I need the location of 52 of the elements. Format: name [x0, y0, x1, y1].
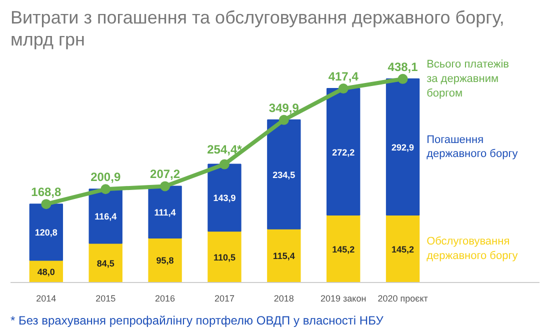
data-label: 95,8 — [156, 256, 174, 266]
bar — [208, 230, 242, 282]
point — [41, 199, 52, 210]
data-label: 116,4 — [94, 212, 117, 222]
bar — [386, 78, 420, 216]
bar — [148, 186, 182, 238]
bar — [267, 119, 301, 230]
bar — [88, 242, 122, 282]
data-label: 168,8 — [31, 185, 62, 200]
data-label: 48,0 — [37, 266, 55, 277]
series-label: Обслуговування державного боргу — [426, 236, 518, 262]
x-tick-label: 2019 закон — [320, 294, 366, 304]
bar — [148, 237, 182, 282]
data-label: 349,9 — [268, 100, 300, 115]
x-tick-label: 2016 — [155, 294, 176, 304]
data-label: 120,8 — [34, 228, 58, 238]
text: * Без врахування репрофайлінгу портфелю ОВДП у власності НБУ — [10, 314, 384, 328]
data-label: 143,9 — [213, 193, 236, 204]
data-label: 207,2 — [150, 167, 180, 182]
point — [338, 84, 348, 94]
bar — [386, 214, 420, 282]
data-label: 254,4* — [207, 142, 242, 156]
bar — [326, 214, 360, 282]
x-tick-label: 2018 — [274, 294, 294, 304]
data-label: 292,9 — [392, 142, 414, 152]
point — [160, 181, 170, 192]
text: Витрати з погашення та обслуговування державного боргу, млрд грн — [10, 8, 504, 50]
point — [398, 74, 408, 84]
bar — [29, 204, 64, 261]
data-label: 234,5 — [272, 170, 296, 180]
data-label: 145,2 — [392, 244, 414, 254]
x-tick-label: 2015 — [96, 294, 116, 304]
data-label: 110,5 — [213, 252, 236, 262]
data-label: 417,4 — [328, 70, 359, 84]
point — [100, 184, 111, 194]
data-label: 438,1 — [388, 60, 418, 74]
data-label: 84,5 — [96, 258, 114, 268]
bar — [267, 228, 301, 282]
data-label: 272,2 — [332, 147, 355, 158]
x-tick-label: 2014 — [36, 294, 56, 304]
series-label: Погашення державного боргу — [426, 134, 518, 160]
x-tick-label: 2020 проєкт — [378, 294, 428, 304]
data-label: 111,4 — [154, 208, 176, 218]
point — [278, 114, 289, 125]
data-label: 145,2 — [332, 244, 355, 254]
data-label: 200,9 — [90, 170, 121, 184]
bar — [326, 88, 360, 216]
bar — [208, 164, 242, 232]
data-label: 115,4 — [272, 251, 295, 262]
x-tick-label: 2017 — [214, 294, 234, 304]
point — [219, 159, 230, 170]
series-label: Всього платежів за державним боргом — [426, 58, 510, 100]
